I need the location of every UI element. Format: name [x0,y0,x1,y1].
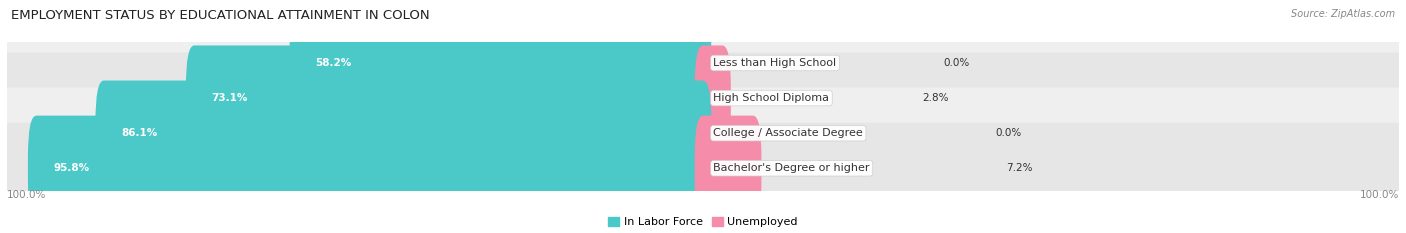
Legend: In Labor Force, Unemployed: In Labor Force, Unemployed [609,217,797,227]
Text: 2.8%: 2.8% [922,93,949,103]
Text: 0.0%: 0.0% [995,128,1022,138]
Text: 100.0%: 100.0% [1360,190,1399,200]
Text: 73.1%: 73.1% [212,93,247,103]
Text: 0.0%: 0.0% [943,58,969,68]
FancyBboxPatch shape [695,45,731,151]
FancyBboxPatch shape [0,52,1406,144]
Text: 95.8%: 95.8% [53,163,90,173]
FancyBboxPatch shape [186,45,711,151]
Text: 58.2%: 58.2% [315,58,352,68]
Text: Bachelor's Degree or higher: Bachelor's Degree or higher [713,163,870,173]
FancyBboxPatch shape [0,17,1406,109]
Text: EMPLOYMENT STATUS BY EDUCATIONAL ATTAINMENT IN COLON: EMPLOYMENT STATUS BY EDUCATIONAL ATTAINM… [11,9,430,22]
FancyBboxPatch shape [96,81,711,186]
FancyBboxPatch shape [0,123,1406,214]
Text: 7.2%: 7.2% [1005,163,1032,173]
Text: 86.1%: 86.1% [121,128,157,138]
FancyBboxPatch shape [695,116,762,221]
FancyBboxPatch shape [0,88,1406,179]
Text: Source: ZipAtlas.com: Source: ZipAtlas.com [1291,9,1395,19]
Text: Less than High School: Less than High School [713,58,837,68]
Text: 100.0%: 100.0% [7,190,46,200]
FancyBboxPatch shape [28,116,711,221]
Text: High School Diploma: High School Diploma [713,93,830,103]
Text: College / Associate Degree: College / Associate Degree [713,128,863,138]
FancyBboxPatch shape [290,10,711,116]
